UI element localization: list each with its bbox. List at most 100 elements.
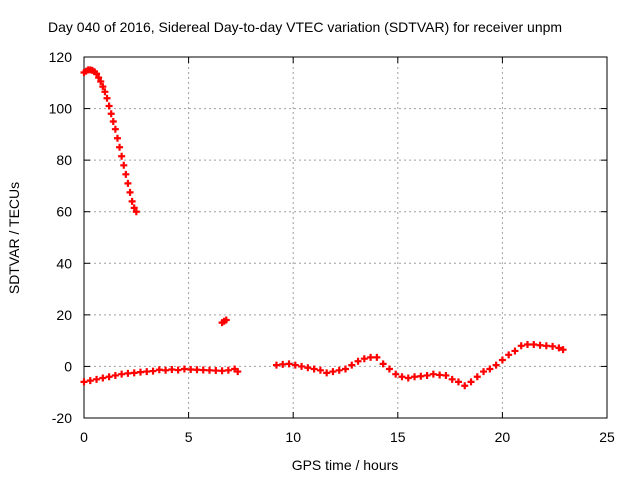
data-point	[323, 369, 331, 377]
data-point	[105, 102, 113, 110]
data-point	[93, 70, 101, 78]
data-point	[187, 366, 195, 374]
data-point	[385, 365, 393, 373]
data-points	[80, 66, 567, 390]
data-point	[99, 83, 107, 91]
y-tick-label: 0	[64, 358, 72, 374]
data-point	[492, 361, 500, 369]
data-point	[417, 372, 425, 380]
data-point	[206, 366, 214, 374]
data-point	[360, 355, 368, 363]
data-point	[549, 342, 557, 350]
data-point	[536, 341, 544, 349]
data-point	[234, 368, 242, 376]
data-point	[473, 373, 481, 381]
data-point	[429, 370, 437, 378]
y-tick-label: 100	[49, 101, 73, 117]
data-point	[373, 353, 381, 361]
y-tick-label: 80	[56, 152, 72, 168]
data-point	[111, 125, 119, 133]
grid-lines	[84, 57, 607, 418]
x-tick-label: 25	[599, 429, 615, 445]
data-point	[118, 370, 126, 378]
data-point	[109, 117, 117, 125]
data-point	[524, 341, 532, 349]
data-point	[423, 371, 431, 379]
data-point	[486, 365, 494, 373]
axis-ticks: 0 5 10 15 20 25 -20 0 20 40 60 80 100 120	[49, 49, 615, 445]
data-point	[480, 368, 488, 376]
y-tick-label: 40	[56, 255, 72, 271]
data-point	[448, 375, 456, 383]
data-point	[404, 374, 412, 382]
data-point	[126, 188, 134, 196]
data-point	[559, 346, 567, 354]
data-point	[111, 371, 119, 379]
data-point	[285, 360, 293, 368]
data-point	[168, 366, 176, 374]
data-point	[442, 371, 450, 379]
data-point	[103, 94, 111, 102]
data-point	[128, 197, 136, 205]
data-point	[555, 344, 563, 352]
data-point	[467, 378, 475, 386]
x-tick-label: 10	[285, 429, 301, 445]
data-point	[222, 316, 230, 324]
data-point	[224, 366, 232, 374]
data-point	[279, 360, 287, 368]
data-point	[122, 170, 130, 178]
y-tick-label: -20	[52, 410, 72, 426]
x-tick-label: 20	[495, 429, 511, 445]
data-point	[95, 74, 103, 82]
plot-frame	[83, 56, 608, 419]
data-point	[93, 375, 101, 383]
data-point	[105, 373, 113, 381]
data-point	[113, 134, 121, 142]
data-point	[132, 208, 140, 216]
data-point	[130, 369, 138, 377]
y-tick-label: 20	[56, 307, 72, 323]
data-point	[180, 365, 188, 373]
data-point	[97, 77, 105, 85]
y-tick-label: 120	[49, 49, 73, 65]
data-point	[149, 367, 157, 375]
x-tick-label: 0	[80, 429, 88, 445]
data-point	[120, 161, 128, 169]
data-point	[272, 361, 280, 369]
data-point	[118, 152, 126, 160]
data-point	[367, 353, 375, 361]
data-point	[316, 366, 324, 374]
data-point	[124, 179, 132, 187]
data-point	[107, 110, 115, 118]
data-point	[342, 365, 349, 373]
x-tick-label: 15	[390, 429, 406, 445]
data-point	[143, 368, 151, 376]
data-point	[86, 377, 94, 385]
data-point	[498, 356, 506, 364]
data-point	[101, 88, 109, 96]
data-point	[379, 360, 387, 368]
y-axis-label: SDTVAR / TECUs	[6, 182, 22, 294]
data-point	[329, 368, 337, 376]
data-point	[298, 362, 306, 370]
data-point	[124, 369, 132, 377]
data-point	[212, 367, 220, 375]
data-point	[530, 341, 538, 349]
data-point	[392, 370, 400, 378]
data-point	[99, 374, 107, 382]
data-point	[291, 361, 299, 369]
data-point	[335, 366, 343, 374]
data-point	[174, 366, 182, 374]
data-point	[348, 361, 356, 369]
data-point	[162, 366, 170, 374]
data-point	[436, 371, 444, 379]
chart-title: Day 040 of 2016, Sidereal Day-to-day VTE…	[48, 19, 562, 35]
data-point	[511, 347, 519, 355]
data-point	[542, 342, 550, 350]
data-point	[310, 365, 318, 373]
data-point	[517, 342, 525, 350]
data-point	[398, 373, 406, 381]
data-point	[454, 378, 462, 386]
data-point	[461, 382, 469, 390]
data-point	[354, 357, 362, 365]
